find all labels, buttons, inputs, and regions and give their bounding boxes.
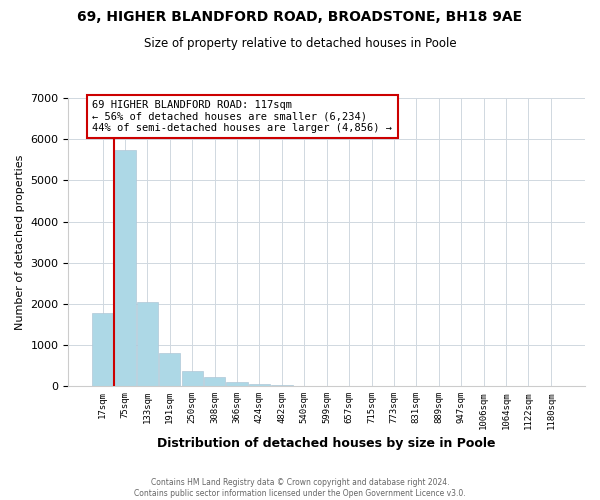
X-axis label: Distribution of detached houses by size in Poole: Distribution of detached houses by size … [157,437,496,450]
Bar [204,376,225,386]
Bar [159,353,181,386]
Bar [182,371,203,386]
Text: Contains HM Land Registry data © Crown copyright and database right 2024.
Contai: Contains HM Land Registry data © Crown c… [134,478,466,498]
Text: 69 HIGHER BLANDFORD ROAD: 117sqm
← 56% of detached houses are smaller (6,234)
44: 69 HIGHER BLANDFORD ROAD: 117sqm ← 56% o… [92,100,392,134]
Bar [249,384,270,386]
Bar [92,313,113,386]
Bar [137,302,158,386]
Text: Size of property relative to detached houses in Poole: Size of property relative to detached ho… [143,38,457,51]
Bar [226,382,248,386]
Text: 69, HIGHER BLANDFORD ROAD, BROADSTONE, BH18 9AE: 69, HIGHER BLANDFORD ROAD, BROADSTONE, B… [77,10,523,24]
Bar [115,150,136,386]
Bar [271,385,293,386]
Y-axis label: Number of detached properties: Number of detached properties [15,154,25,330]
